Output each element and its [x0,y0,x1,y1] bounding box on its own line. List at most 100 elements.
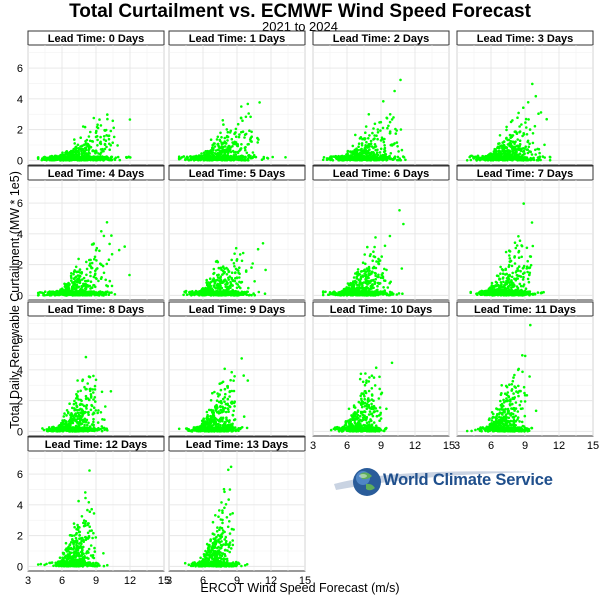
data-point [243,136,246,139]
scatter-points [465,82,552,162]
data-point [373,143,377,146]
data-point [84,293,88,297]
data-point [211,147,214,150]
data-point [256,141,260,144]
data-point [401,292,404,296]
data-point [86,155,89,159]
facet-panel: Lead Time: 6 Days [312,165,450,301]
data-point [208,277,212,281]
data-point [359,151,362,154]
data-point [545,117,548,121]
data-point [498,134,502,137]
data-point [329,291,332,295]
data-point [104,157,107,161]
data-point [365,152,368,156]
data-point [233,131,237,135]
data-point [248,129,251,132]
data-point [538,151,541,155]
data-point [511,271,514,275]
data-point [518,125,521,128]
data-point [534,148,537,152]
data-point [486,289,489,293]
data-point [75,146,78,150]
data-point [238,253,242,256]
data-point [65,150,69,153]
data-point [238,292,242,295]
data-point [78,274,82,278]
data-point [108,279,112,283]
data-point [376,158,379,162]
data-point [375,260,378,263]
data-point [69,274,73,278]
data-point [522,158,526,162]
facet-label: Lead Time: 1 Days [189,33,285,45]
data-point [213,291,217,295]
chart-subtitle: 2021 to 2024 [262,19,338,34]
data-point [383,144,386,147]
data-point [364,125,368,128]
data-point [116,144,119,147]
data-point [94,272,97,276]
data-point [106,158,110,161]
data-point [58,292,62,295]
data-point [194,292,198,295]
facet-label: Lead Time: 4 Days [48,168,144,180]
data-point [531,132,535,135]
scatter-points [182,242,267,297]
data-point [234,127,238,131]
data-point [375,134,378,137]
data-point [223,278,227,282]
data-point [500,289,504,293]
data-point [521,267,525,270]
data-point [360,270,364,273]
data-point [366,146,369,149]
data-point [224,285,227,289]
data-point [223,145,227,148]
data-point [214,157,218,161]
data-point [396,155,400,159]
data-point [73,154,76,158]
data-point [106,113,109,116]
data-point [84,146,87,149]
data-point [81,278,84,281]
data-point [347,284,351,287]
data-point [100,148,104,152]
data-point [533,292,537,296]
data-point [508,254,511,257]
data-point [400,148,404,152]
data-point [71,150,74,153]
data-point [94,248,98,252]
data-point [48,155,52,158]
data-point [89,292,92,296]
data-point [218,266,222,270]
data-point [379,154,383,157]
data-point [64,158,68,162]
data-point [361,137,364,141]
data-point [548,158,552,162]
data-point [204,286,207,290]
data-point [46,293,49,297]
data-point [253,293,256,297]
data-point [61,293,64,296]
data-point [93,293,96,297]
data-point [225,148,229,152]
data-point [228,158,231,162]
data-point [247,286,250,290]
data-point [498,290,501,294]
data-point [250,156,254,160]
data-point [88,290,92,294]
data-point [369,279,372,283]
data-point [336,155,340,159]
data-point [490,158,494,162]
data-point [373,245,376,249]
data-point [92,284,96,287]
data-point [495,281,499,285]
data-point [220,141,223,144]
data-point [375,289,378,292]
data-point [533,124,537,128]
facet-label: Lead Time: 0 Days [48,33,144,45]
data-point [263,292,267,296]
data-point [79,147,83,151]
data-point [396,145,399,148]
